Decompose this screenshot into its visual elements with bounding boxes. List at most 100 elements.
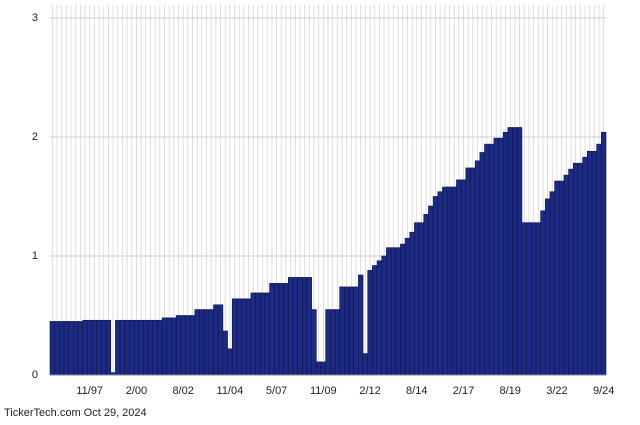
bar [236,298,242,376]
bar [231,298,238,376]
bar [311,309,317,376]
bar [180,315,186,376]
bar [302,277,308,376]
x-tick-label: 3/22 [546,385,567,397]
y-tick-label: 1 [32,250,38,262]
bar [175,315,182,376]
bar [530,222,537,376]
bar [115,319,121,376]
bar [287,277,294,376]
bar [507,127,513,376]
bar [577,162,583,376]
bar [222,330,228,376]
bar [152,319,158,376]
bar [512,127,518,376]
bar [544,198,551,376]
bar [381,255,387,376]
bar [77,321,84,376]
bar [203,309,210,376]
bar [250,292,256,376]
bar [278,283,284,376]
bar [414,222,420,376]
bar [470,167,476,376]
bar [330,309,336,376]
bar [493,137,499,376]
bar [147,319,154,376]
y-tick-label: 0 [32,369,38,381]
bar [194,309,200,376]
x-tick-label: 8/14 [406,385,427,397]
bar [245,298,252,376]
x-tick-label: 11/04 [217,385,244,397]
bar [526,222,532,376]
bar [101,319,107,376]
x-tick-label: 5/07 [266,385,287,397]
bar [484,143,490,376]
bar [339,286,345,376]
y-tick-label: 2 [32,131,38,143]
bar [348,286,354,376]
x-tick-label: 2/00 [126,385,147,397]
bar [549,191,555,376]
bar [498,137,504,376]
bar [400,243,406,376]
bar [376,260,383,376]
bar [521,222,527,376]
bar [456,179,462,376]
bar [320,361,326,376]
bar [591,150,597,376]
bar [124,319,130,376]
bar [386,247,392,376]
footer: TickerTech.com Oct 29, 2024 [4,407,147,419]
bar [283,283,289,376]
bar [418,222,425,376]
bar [572,162,579,376]
bar [596,143,602,376]
bar [241,298,247,376]
bar [460,179,467,376]
bar [227,348,233,376]
x-tick-label: 8/02 [172,385,193,397]
bar [157,319,163,376]
bar [334,309,340,376]
bar [474,160,481,376]
bar [68,321,74,376]
bar [166,317,172,376]
bar [502,131,509,376]
bar [404,237,411,376]
x-tick-label: 11/09 [310,385,337,397]
bar [96,319,102,376]
bar [372,265,378,376]
x-tick-label: 11/97 [76,385,103,397]
x-tick-label: 9/24 [593,385,614,397]
bar [59,321,65,376]
bar [255,292,261,376]
bar [587,150,593,376]
bar [105,319,112,376]
bar [344,286,350,376]
y-tick-label: 3 [32,12,38,24]
bar [362,353,369,376]
bar [189,315,196,376]
bar [395,247,401,376]
bar [269,283,275,376]
bar [73,321,79,376]
bar [264,292,270,376]
bar [582,156,588,376]
bar [217,304,224,376]
bar [423,214,429,376]
bar [353,286,359,376]
bar [143,319,149,376]
bar [292,277,298,376]
bar [273,283,280,376]
bar [367,269,373,376]
bar [213,304,219,376]
bar [259,292,266,376]
bar [138,319,144,376]
bar [446,186,453,376]
bar [516,127,523,376]
bar [358,274,364,376]
x-tick-label: 2/17 [453,385,474,397]
